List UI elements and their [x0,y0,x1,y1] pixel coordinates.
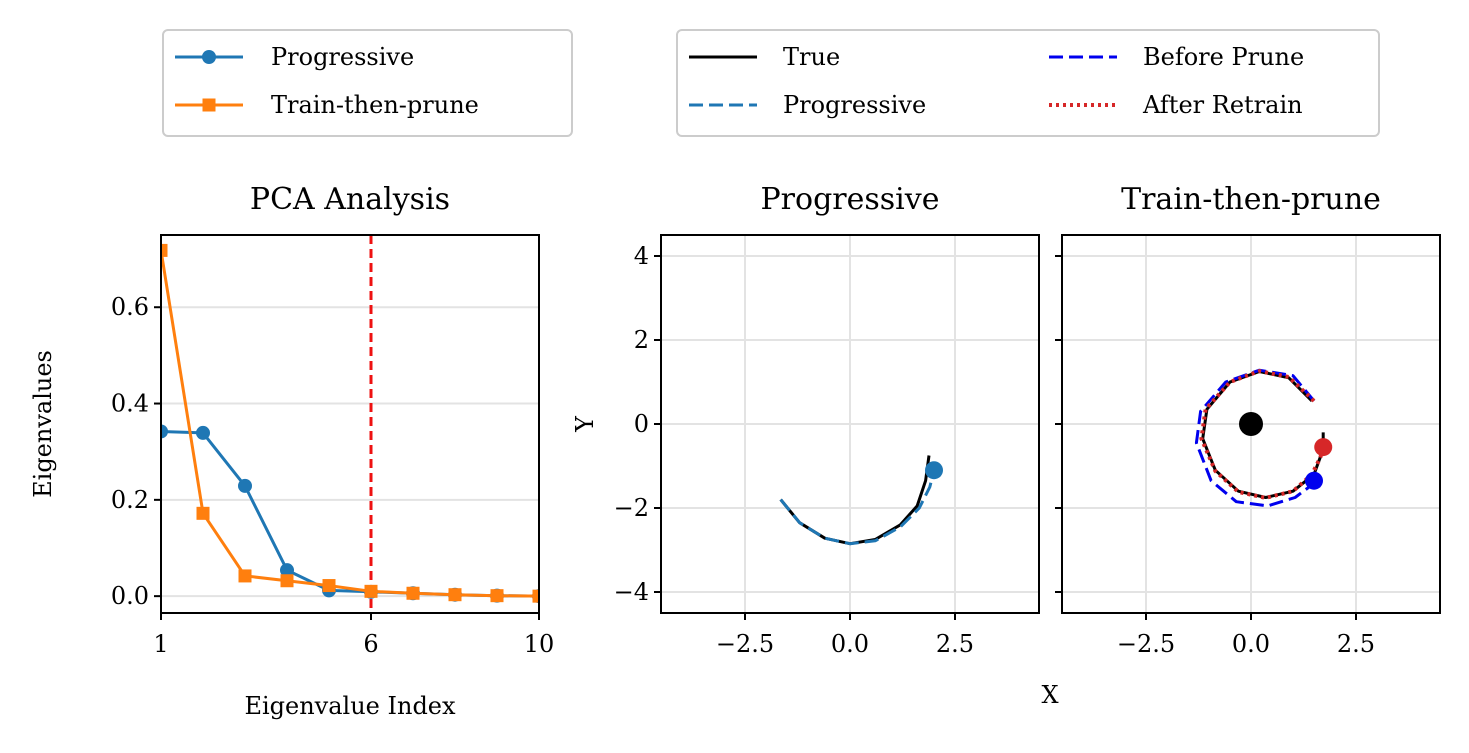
legend-left-marker-1 [202,98,216,112]
train-then-prune-panel: Train-then-prune −2.5 0.0 2.5 [1055,182,1441,658]
pca-point-progressive-1 [196,425,210,440]
train-then-prune-xtick-label-0: −2.5 [1117,630,1175,658]
pca-point-train-then-prune-5 [364,584,378,598]
train-then-prune-marker-after-retrain-end [1314,438,1333,457]
pca-point-train-then-prune-2 [238,569,252,583]
pca-point-train-then-prune-3 [280,574,294,588]
pca-point-train-then-prune-4 [322,579,336,593]
train-then-prune-title: Train-then-prune [1121,182,1381,217]
legend-trajectories: True Before Prune Progressive After Retrain [676,29,1380,137]
progressive-ytick-label-4: 4 [634,242,649,270]
pca-ytick-label-0: 0.0 [111,582,149,610]
train-then-prune-marker-before-prune-end [1305,471,1323,490]
progressive-ytick-label-1: −2 [614,494,649,522]
pca-xlabel: Eigenvalue Index [244,692,456,720]
pca-ytick-label-2: 0.4 [111,390,149,418]
shared-xlabel: X [1041,681,1058,709]
pca-point-train-then-prune-0 [161,243,168,257]
pca-point-train-then-prune-1 [196,506,210,520]
progressive-xtick-label-2: 2.5 [936,630,974,658]
progressive-title: Progressive [761,182,940,217]
legend-pca: Progressive Train-then-prune [162,29,573,137]
train-then-prune-series-before-prune [1194,368,1316,508]
progressive-ytick-label-2: 0 [634,410,649,438]
legend-right-label-2: Progressive [783,91,926,119]
pca-series-progressive [161,430,539,598]
pca-panel: PCA Analysis 1 6 10 0.0 0.2 0.4 0.6 Eigenvalue… [29,182,554,720]
legend-left-label-1: Train-then-prune [271,91,479,119]
pca-point-progressive-2 [238,478,252,493]
progressive-panel: Progressive −2.5 0.0 2.5 −4 −2 0 2 4 Y [571,182,1040,658]
pca-title: PCA Analysis [250,182,450,217]
legend-right-label-1: Before Prune [1143,43,1304,71]
pca-point-train-then-prune-9 [532,589,539,603]
pca-series-train-then-prune [161,250,539,598]
progressive-ytick-label-0: −4 [614,578,649,606]
train-then-prune-xtick-label-2: 2.5 [1337,630,1375,658]
legend-right-label-0: True [783,43,840,71]
progressive-ylabel: Y [571,415,599,433]
pca-xtick-label-0: 1 [153,630,168,658]
legend-pca-box [162,29,573,137]
legend-right-label-3: After Retrain [1142,91,1303,119]
legend-left-label-0: Progressive [271,43,414,71]
progressive-ytick-label-3: 2 [634,326,649,354]
pca-ytick-label-1: 0.2 [111,486,149,514]
progressive-marker-progressive-end [925,461,943,480]
progressive-xtick-label-1: 0.0 [831,630,869,658]
pca-point-train-then-prune-8 [490,589,504,603]
pca-point-progressive-0 [161,424,168,439]
pca-xtick-label-2: 10 [524,630,555,658]
legend-left-marker-0 [202,50,216,64]
train-then-prune-marker-origin [1239,412,1263,436]
progressive-series-true [779,455,931,546]
train-then-prune-xtick-label-1: 0.0 [1232,630,1270,658]
progressive-series-progressive [779,469,936,546]
pca-ylabel: Eigenvalues [29,350,57,498]
pca-ytick-label-3: 0.6 [111,293,149,321]
pca-xtick-label-1: 6 [363,630,378,658]
progressive-xtick-label-0: −2.5 [716,630,774,658]
pca-point-train-then-prune-7 [448,588,462,602]
pca-axes-frame [160,234,540,614]
pca-point-progressive-3 [280,563,294,578]
pca-point-train-then-prune-6 [406,586,420,600]
legend-trajectories-box [676,29,1380,137]
